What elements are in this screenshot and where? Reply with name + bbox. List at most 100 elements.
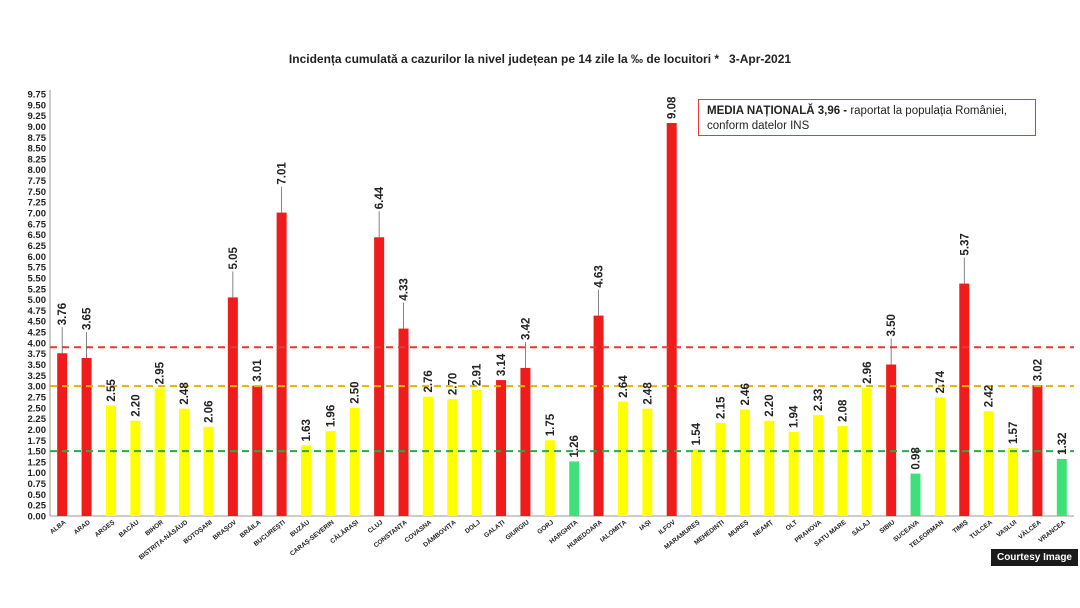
bar [959,283,970,516]
bar [130,420,141,516]
bar [227,297,238,516]
category-label: ALBA [49,519,68,536]
category-label: VASLUI [996,519,1019,539]
y-tick-label: 4.75 [28,306,47,317]
bar [1056,458,1067,516]
category-label: ARAD [73,519,92,536]
value-label: 2.55 [106,379,118,402]
bar [617,401,628,516]
value-label: 2.76 [423,370,435,392]
y-tick-label: 5.75 [28,263,47,274]
category-label: CLUJ [367,519,385,535]
value-label: 5.05 [228,246,240,269]
y-tick-label: 8.00 [28,165,47,176]
value-label: 0.98 [911,447,923,470]
y-tick-label: 6.25 [28,241,47,252]
y-tick-label: 3.75 [28,349,47,360]
y-tick-label: 9.50 [28,100,47,111]
bar [203,426,214,516]
value-label: 1.63 [301,419,313,441]
category-label: VRANCEA [1037,519,1067,544]
bar [276,212,287,516]
y-tick-label: 2.75 [28,392,47,403]
value-label: 6.44 [374,186,386,209]
national-average-note: raportat la populația României, conform … [707,105,1007,132]
y-tick-label: 5.00 [28,295,47,306]
value-label: 2.46 [740,383,752,405]
value-label: 2.96 [862,361,874,383]
bar [374,237,385,516]
value-label: 1.75 [545,413,557,436]
bar [301,445,311,516]
value-label: 2.33 [813,389,825,411]
y-tick-label: 3.00 [28,382,47,393]
y-tick-label: 2.25 [28,414,47,425]
value-label: 2.48 [179,382,191,405]
bar [837,425,848,516]
category-label: TULCEA [969,519,994,541]
bar [105,405,116,516]
y-tick-label: 5.50 [28,273,47,284]
y-tick-label: 8.50 [28,144,47,155]
y-tick-label: 4.25 [28,328,47,339]
category-label: BACĂU [117,517,141,539]
category-label: GORJ [536,519,555,536]
value-label: 3.42 [520,318,532,340]
bar [349,407,360,516]
value-label: 2.48 [642,382,654,405]
y-tick-label: 9.25 [28,111,47,122]
y-tick-label: 8.25 [28,154,47,165]
bar [154,388,165,516]
bar [520,367,531,516]
y-tick-label: 0.00 [28,512,47,523]
y-tick-label: 3.50 [28,360,47,371]
category-label: IAȘI [638,519,652,532]
y-tick-label: 1.00 [28,468,47,479]
bar [471,390,482,516]
bar [813,415,823,516]
y-tick-label: 9.00 [28,122,47,133]
bar [910,473,921,516]
y-tick-label: 6.00 [28,252,47,263]
y-tick-label: 2.00 [28,425,47,436]
value-label: 4.63 [594,265,606,287]
value-label: 1.32 [1057,432,1069,454]
value-label: 1.26 [569,435,581,457]
value-label: 4.33 [399,278,411,300]
category-label: SĂLAJ [850,517,873,537]
value-label: 3.01 [252,359,264,382]
value-label: 2.95 [155,361,167,384]
bar [496,380,507,516]
y-tick-label: 7.00 [28,209,47,220]
value-label: 3.65 [82,307,94,330]
value-label: 2.70 [447,373,459,395]
value-label: 2.20 [764,394,776,416]
category-label: BUZĂU [288,517,312,538]
y-tick-label: 3.25 [28,371,47,382]
value-label: 3.02 [1032,359,1044,381]
value-label: 3.14 [496,353,508,376]
bar [422,396,433,516]
bar [325,431,336,516]
bar [788,432,799,516]
y-tick-label: 7.50 [28,187,47,198]
category-label: ARGEȘ [94,519,117,539]
y-tick-label: 1.25 [28,457,47,468]
category-label: OLT [785,519,799,532]
value-label: 1.96 [325,405,337,427]
category-label: SIBIU [878,519,896,535]
value-label: 2.08 [837,399,849,422]
bar [57,353,68,516]
value-label: 2.64 [618,375,630,398]
bar [886,364,897,516]
y-tick-label: 0.75 [28,479,47,490]
y-tick-label: 6.75 [28,219,47,230]
bar [691,449,702,516]
value-label: 3.76 [57,303,69,325]
y-tick-label: 6.50 [28,230,47,241]
bar [739,409,750,516]
value-label: 2.42 [984,385,996,407]
value-label: 2.20 [130,394,142,416]
y-tick-label: 4.00 [28,338,47,349]
